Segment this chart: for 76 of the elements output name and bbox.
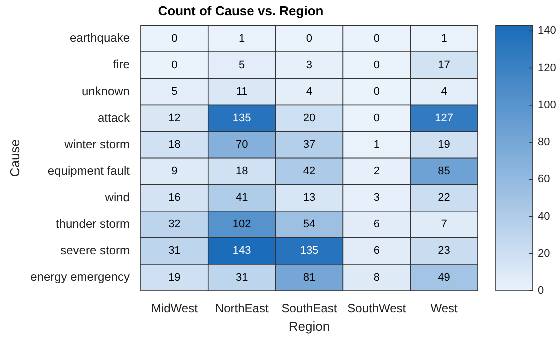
data-label: 17 bbox=[438, 59, 450, 72]
data-label: 41 bbox=[236, 192, 248, 204]
data-label: 85 bbox=[438, 166, 450, 178]
data-label: 0 bbox=[172, 59, 178, 72]
color-bar-label: 140 bbox=[538, 25, 556, 38]
data-label: 0 bbox=[374, 32, 380, 45]
y-tick-label: equipment fault bbox=[48, 164, 131, 178]
x-tick-label: SouthEast bbox=[282, 302, 338, 316]
data-label: 37 bbox=[303, 139, 316, 152]
x-tick-label: West bbox=[430, 302, 459, 316]
data-label: 135 bbox=[300, 245, 319, 258]
data-label: 6 bbox=[374, 218, 380, 231]
color-bar-label: 20 bbox=[538, 248, 550, 260]
color-bar-label: 120 bbox=[538, 62, 556, 74]
color-bar-label: 0 bbox=[538, 285, 544, 298]
data-label: 3 bbox=[306, 59, 313, 72]
data-label: 1 bbox=[374, 139, 380, 152]
x-tick-label: NorthEast bbox=[215, 302, 270, 316]
data-label: 12 bbox=[168, 112, 181, 125]
data-label: 1 bbox=[239, 32, 246, 45]
data-label: 0 bbox=[374, 112, 380, 125]
data-label: 20 bbox=[303, 112, 316, 125]
data-label: 32 bbox=[168, 218, 181, 231]
data-label: 8 bbox=[374, 272, 380, 284]
data-label: 0 bbox=[306, 32, 313, 45]
color-bar-label: 40 bbox=[538, 210, 550, 223]
data-label: 54 bbox=[303, 218, 316, 231]
data-label: 18 bbox=[168, 139, 181, 152]
y-tick-label: severe storm bbox=[60, 244, 130, 258]
y-tick-label: thunder storm bbox=[56, 216, 130, 231]
data-label: 18 bbox=[236, 166, 248, 178]
color-bar-label: 100 bbox=[538, 99, 556, 112]
y-tick-label: energy emergency bbox=[30, 270, 130, 284]
x-tick-label: MidWest bbox=[151, 302, 199, 316]
data-label: 7 bbox=[441, 218, 448, 231]
color-bar-label: 60 bbox=[538, 174, 550, 186]
data-label: 5 bbox=[239, 59, 246, 72]
data-label: 16 bbox=[168, 192, 181, 204]
y-tick-label: unknown bbox=[82, 84, 130, 98]
data-label: 1 bbox=[441, 32, 448, 45]
y-axis-title: Cause bbox=[7, 140, 22, 178]
chart-title: Count of Cause vs. Region bbox=[158, 3, 324, 18]
data-label: 22 bbox=[438, 192, 450, 204]
data-label: 0 bbox=[172, 32, 178, 45]
data-label: 70 bbox=[236, 139, 248, 152]
data-label: 19 bbox=[438, 139, 450, 152]
y-tick-label: winter storm bbox=[64, 137, 130, 152]
color-bar-label: 80 bbox=[538, 136, 550, 149]
y-tick-label: fire bbox=[113, 58, 130, 72]
data-label: 13 bbox=[303, 192, 316, 204]
data-label: 23 bbox=[438, 245, 450, 258]
data-label: 102 bbox=[232, 218, 252, 231]
data-label: 2 bbox=[374, 166, 380, 178]
data-label: 5 bbox=[172, 86, 178, 98]
y-tick-label: wind bbox=[104, 190, 130, 204]
data-label: 0 bbox=[374, 59, 380, 72]
data-label: 127 bbox=[435, 112, 454, 125]
data-label: 3 bbox=[374, 192, 380, 204]
data-label: 11 bbox=[236, 86, 248, 98]
x-axis-title: Region bbox=[288, 318, 330, 334]
y-tick-label: attack bbox=[98, 110, 131, 125]
data-label: 9 bbox=[172, 166, 178, 178]
data-label: 6 bbox=[374, 245, 380, 258]
data-label: 81 bbox=[303, 272, 316, 284]
data-label: 0 bbox=[374, 86, 380, 98]
data-label: 31 bbox=[168, 245, 181, 258]
data-label: 135 bbox=[232, 112, 252, 125]
data-label: 42 bbox=[303, 166, 316, 178]
x-tick-label: SouthWest bbox=[348, 302, 407, 316]
data-label: 143 bbox=[232, 245, 252, 258]
y-tick-label: earthquake bbox=[70, 31, 130, 46]
data-label: 19 bbox=[168, 272, 181, 284]
data-label: 4 bbox=[306, 86, 313, 98]
data-label: 31 bbox=[236, 272, 248, 284]
data-label: 4 bbox=[441, 86, 448, 98]
data-label: 49 bbox=[438, 272, 450, 284]
